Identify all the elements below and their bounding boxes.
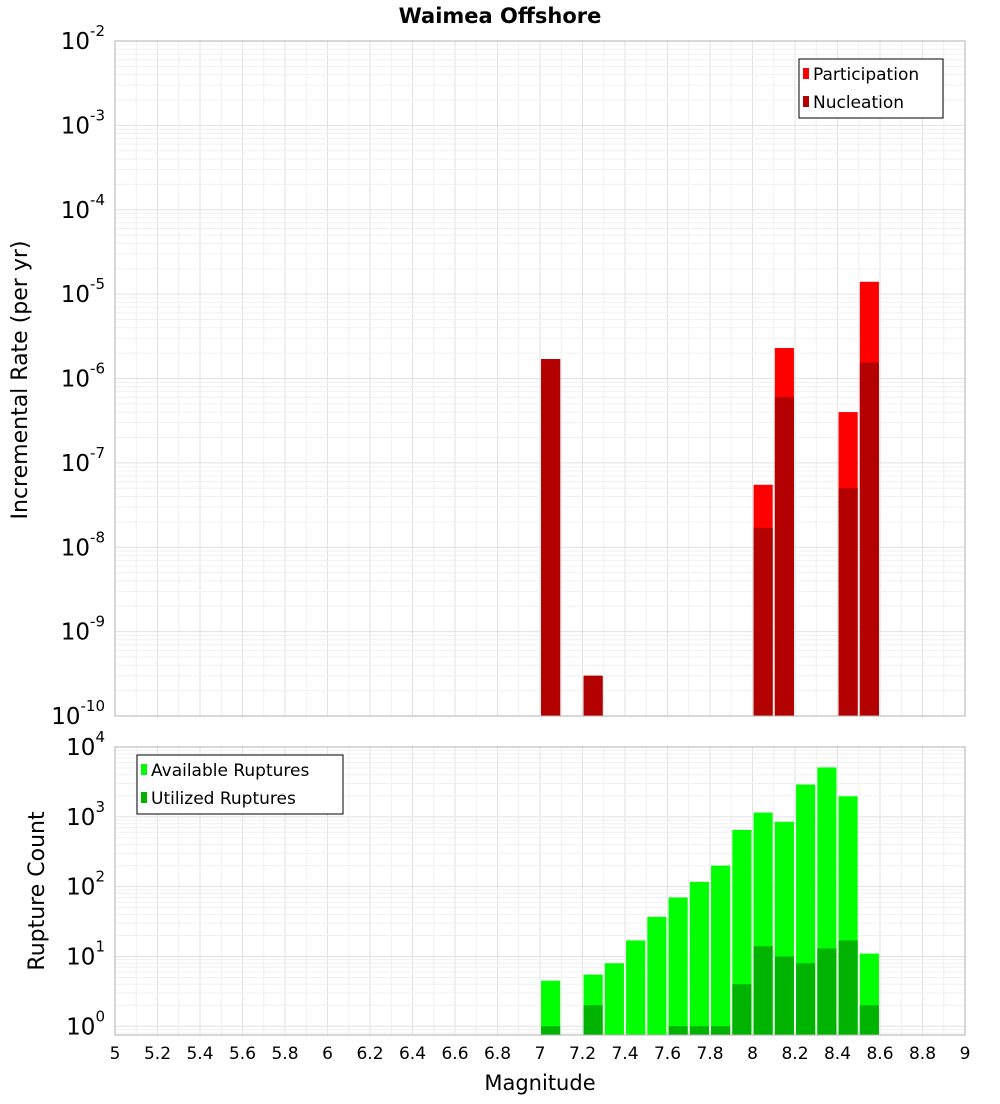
x-tick-label: 6.8 [484, 1044, 511, 1064]
x-tick-label: 6.6 [441, 1044, 468, 1064]
x-tick-label: 8.8 [909, 1044, 936, 1064]
bottom-bar-available-ruptures [668, 897, 688, 1035]
bottom-legend-label: Utilized Ruptures [151, 789, 296, 809]
bottom-bar-utilized-ruptures [774, 956, 794, 1035]
bottom-bar-available-ruptures [711, 865, 731, 1035]
top-bar-nucleation [541, 359, 561, 716]
top-legend-label: Nucleation [813, 93, 904, 113]
x-tick-label: 9 [960, 1044, 971, 1064]
bottom-bar-utilized-ruptures [732, 984, 752, 1035]
x-tick-label: 6.2 [356, 1044, 383, 1064]
top-bar-nucleation [774, 397, 794, 716]
x-tick-label: 6.4 [399, 1044, 426, 1064]
bottom-bar-utilized-ruptures [711, 1026, 731, 1035]
bottom-plot-border [114, 746, 966, 1036]
x-tick-label: 7 [535, 1044, 546, 1064]
bottom-bar-available-ruptures [604, 963, 624, 1035]
top-bar-nucleation [859, 362, 879, 716]
bottom-bar-utilized-ruptures [859, 1005, 879, 1035]
top-plot: 10-10 10-9 10-8 10-7 10-6 10-5 10-4 10-3 10-2 Par… [51, 22, 966, 730]
bottom-legend-swatch [141, 792, 147, 803]
bottom-y-tick-label: 100 [66, 1007, 105, 1040]
bottom-y-tick-label: 103 [66, 798, 105, 831]
x-tick-label: 6 [322, 1044, 333, 1064]
bottom-legend-label: Available Ruptures [151, 761, 309, 781]
top-y-tick-label: 10-5 [61, 275, 105, 308]
bottom-bar-available-ruptures [732, 829, 752, 1035]
bottom-y-axis-label: Rupture Count [25, 811, 50, 971]
bottom-y-tick-label: 102 [66, 868, 105, 901]
top-bar-nucleation [838, 488, 858, 716]
x-tick-label: 7.6 [654, 1044, 681, 1064]
bottom-bar-utilized-ruptures [838, 940, 858, 1035]
bottom-bar-utilized-ruptures [817, 948, 837, 1035]
bottom-y-tick-label: 104 [66, 728, 105, 761]
bottom-bar-utilized-ruptures [796, 963, 816, 1035]
x-tick-label: 7.4 [611, 1044, 638, 1064]
top-legend-label: Participation [813, 65, 919, 85]
bottom-plot: 100 101 102 103 104 Available Ruptures Utilize… [66, 728, 970, 1064]
x-axis-label: Magnitude [484, 1071, 595, 1095]
top-bar-nucleation [583, 675, 603, 716]
top-plot-border [114, 40, 966, 717]
top-y-tick-label: 10-2 [61, 22, 105, 55]
x-tick-label: 5.8 [271, 1044, 298, 1064]
x-tick-label: 5.6 [229, 1044, 256, 1064]
bottom-bar-available-ruptures [541, 980, 561, 1035]
x-tick-label: 8 [747, 1044, 758, 1064]
bottom-bar-available-ruptures [626, 940, 646, 1035]
top-legend-swatch [803, 96, 809, 107]
x-tick-label: 7.2 [569, 1044, 596, 1064]
top-y-tick-label: 10-6 [61, 360, 105, 393]
top-y-tick-label: 10-10 [51, 697, 105, 730]
top-legend-swatch [803, 68, 809, 79]
top-y-axis-label: Incremental Rate (per yr) [8, 241, 33, 520]
bottom-bar-available-ruptures [689, 881, 709, 1035]
bottom-bar-utilized-ruptures [753, 946, 773, 1035]
top-bar-nucleation [753, 527, 773, 716]
x-tick-label: 8.2 [781, 1044, 808, 1064]
bottom-bar-utilized-ruptures [541, 1026, 561, 1035]
x-tick-label: 8.4 [824, 1044, 851, 1064]
top-y-tick-label: 10-3 [61, 106, 105, 139]
chart-title: Waimea Offshore [399, 4, 602, 28]
top-y-tick-label: 10-4 [61, 191, 105, 224]
top-y-tick-label: 10-9 [61, 613, 105, 646]
bottom-bar-utilized-ruptures [689, 1026, 709, 1035]
top-legend-box [798, 58, 944, 119]
x-tick-label: 5 [110, 1044, 121, 1064]
bottom-y-tick-label: 101 [66, 937, 105, 970]
x-tick-label: 7.8 [696, 1044, 723, 1064]
bottom-bar-utilized-ruptures [583, 1005, 603, 1035]
x-tick-label: 8.6 [866, 1044, 893, 1064]
bottom-legend-swatch [141, 764, 147, 775]
x-tick-label: 5.2 [144, 1044, 171, 1064]
x-tick-label: 5.4 [186, 1044, 213, 1064]
bottom-legend-box [136, 754, 344, 815]
bottom-bar-available-ruptures [647, 916, 667, 1035]
top-y-tick-label: 10-8 [61, 528, 105, 561]
top-y-tick-label: 10-7 [61, 444, 105, 477]
bottom-bar-utilized-ruptures [668, 1026, 688, 1035]
